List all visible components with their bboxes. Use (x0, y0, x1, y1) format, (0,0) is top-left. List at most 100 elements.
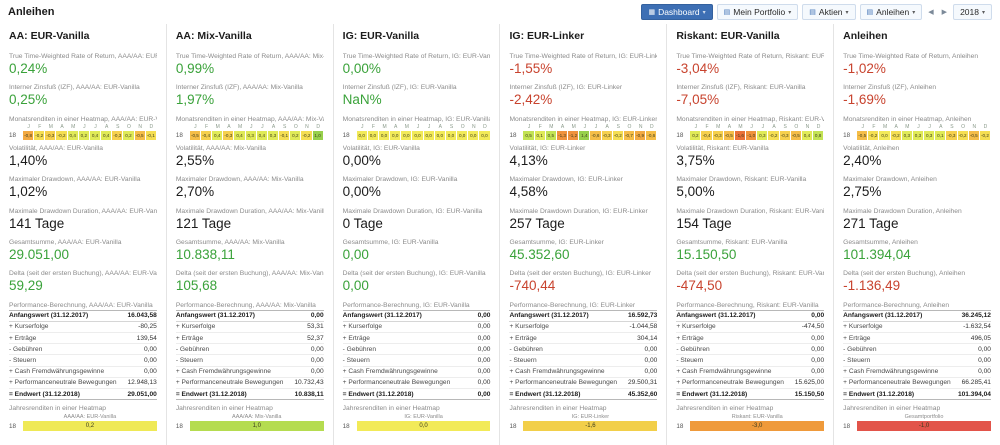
monthly-return-cell: -0,4 (701, 130, 713, 140)
monthly-return-cell: 0,0 (423, 130, 435, 140)
portfolio-column: AA: EUR-Vanilla True Time-Weighted Rate … (0, 24, 167, 445)
perf-table-row: - Gebühren 0,00 (509, 343, 658, 356)
perf-row-value: 0,00 (125, 366, 157, 378)
month-header: O (794, 123, 799, 130)
month-header: F (538, 123, 542, 130)
perf-row-label: + Cash Fremdwährungsgewinne (843, 366, 957, 378)
annual-heatmap-row: 18 0,0 (342, 421, 491, 432)
monthly-return-cell: 0,3 (912, 130, 925, 140)
max-drawdown-value: 0,00% (342, 184, 381, 200)
perf-row-label: = Endwert (31.12.2018) (843, 387, 957, 401)
volatility-label: Volatilität, Riskant: EUR-Vanilla (676, 144, 769, 152)
annual-series-name: AAA/AA: EUR-Vanilla (63, 414, 117, 421)
dashboard-button[interactable]: ▦ Dashboard ▾ (641, 4, 713, 20)
perf-row-label: + Performanceneutrale Bewegungen (843, 377, 957, 389)
month-header: J (928, 123, 931, 130)
aktien-menu[interactable]: ▤ Aktien ▾ (802, 4, 856, 20)
monthly-return-cell: 0,0 (457, 130, 469, 140)
month-header: A (894, 123, 898, 130)
annual-heatmap: AAA/AA: Mix-Vanilla 18 1,0 (175, 413, 324, 432)
month-header: F (872, 123, 876, 130)
heatmap-cells: -0,5 -0,4 0,4 -0,3 0,4 0,3 0,4 0,3 -0,1 0,2 -0,2 1,… (189, 130, 324, 140)
month-header: A (271, 123, 276, 130)
max-drawdown-label: Maximaler Drawdown, Anleihen (843, 176, 937, 184)
month-header: O (127, 123, 131, 130)
max-drawdown-value: 2,75% (843, 184, 882, 200)
column-title: IG: EUR-Linker (509, 30, 585, 42)
anleihen-icon: ▤ (866, 8, 874, 16)
dashboard-icon: ▦ (648, 8, 656, 16)
toolbar: ▦ Dashboard ▾ ▤ Mein Portfolio ▾ ▤ Aktie… (641, 4, 992, 20)
monthly-return-cell: -0,1 (279, 130, 291, 140)
perf-table-row: - Gebühren 0,00 (676, 343, 825, 356)
volatility-value: 2,40% (843, 152, 882, 168)
month-header: O (627, 123, 632, 130)
month-header: M (382, 123, 387, 130)
anleihen-menu[interactable]: ▤ Anleihen ▾ (859, 4, 923, 20)
perf-row-value: 0,00 (956, 354, 991, 367)
monthly-return-cell: -0,5 (134, 130, 146, 140)
max-drawdown-value: 5,00% (676, 184, 715, 200)
perf-row-value: -1.044,58 (625, 321, 658, 334)
perf-row-label: + Erträge (342, 332, 475, 345)
drawdown-duration-label: Maximale Drawdown Duration, AAA/AA: Mix-… (175, 207, 324, 215)
perf-row-label: + Kurserfolge (676, 321, 793, 334)
annual-return-cell: 0,0 (356, 421, 491, 432)
heatmap-year-label: 18 (9, 131, 17, 139)
month-header: D (149, 123, 154, 130)
month-header: M (237, 123, 243, 130)
volatility-label: Volatilität, IG: EUR-Vanilla (342, 144, 420, 152)
annual-heatmap-label: Jahresrenditen in einer Heatmap (676, 405, 774, 413)
perf-row-label: - Gebühren (175, 343, 292, 356)
ttwror-value: 0,99% (175, 61, 215, 76)
column-title: IG: EUR-Vanilla (342, 30, 420, 42)
monthly-return-cell: -0,1 (145, 130, 157, 140)
month-header: J (694, 123, 698, 130)
perf-row-value: 29.051,00 (125, 387, 157, 401)
perf-row-label: Anfangswert (31.12.2017) (843, 309, 957, 322)
month-header: O (961, 123, 966, 130)
izf-value: 1,97% (175, 92, 215, 108)
monthly-return-cell: -0,3 (712, 130, 724, 140)
month-header: M (404, 123, 409, 130)
next-year-button[interactable]: ▶ (941, 9, 948, 16)
annual-heatmap-label: Jahresrenditen in einer Heatmap (175, 405, 273, 413)
mein-portfolio-menu[interactable]: ▤ Mein Portfolio ▾ (716, 4, 799, 20)
annual-series-name: IG: EUR-Vanilla (404, 414, 443, 421)
month-header: A (60, 123, 64, 130)
drawdown-duration-value: 271 Tage (843, 215, 899, 231)
mein-portfolio-label: Mein Portfolio (733, 7, 786, 17)
perf-table-row: = Endwert (31.12.2018) 15.150,50 (676, 387, 825, 401)
perf-table-row: + Erträge 0,00 (342, 332, 491, 345)
month-header: N (138, 123, 142, 130)
monthly-return-cell: -0,6 (590, 130, 602, 140)
monthly-return-cell: -0,5 (189, 130, 201, 140)
perf-row-value: 53,31 (291, 321, 324, 334)
perf-table-row: - Gebühren 0,00 (175, 343, 324, 356)
perf-row-value: 0,00 (474, 377, 491, 389)
column-title: AA: EUR-Vanilla (9, 30, 90, 42)
annual-year-label: 18 (342, 422, 350, 430)
annual-year-label: 18 (175, 422, 183, 430)
perf-table-row: + Cash Fremdwährungsgewinne 0,00 (509, 366, 658, 378)
year-select[interactable]: 2018 ▾ (953, 4, 992, 20)
annual-heatmap-label: Jahresrenditen in einer Heatmap (509, 405, 607, 413)
perf-row-value: 0,00 (792, 354, 825, 367)
perf-row-label: + Kurserfolge (342, 321, 475, 334)
performance-calc-label: Performance-Berechnung, Riskant: EUR-Van… (676, 301, 819, 309)
heatmap-row: 18 -0,8 -0,2 -0,3 -0,2 0,4 0,2 0,4 0,4 -0,3 0,2 -0… (9, 130, 157, 140)
month-header: M (549, 123, 554, 130)
perf-row-value: 0,00 (474, 321, 491, 334)
monthly-return-cell: 0,4 (801, 130, 814, 140)
prev-year-button[interactable]: ◀ (928, 9, 934, 16)
month-header: S (116, 123, 120, 130)
month-header: M (48, 123, 53, 130)
monthly-return-cell: -0,2 (868, 130, 880, 140)
izf-value: -1,69% (843, 92, 886, 108)
perf-row-value: 10.838,11 (291, 387, 324, 401)
perf-table-row: + Cash Fremdwährungsgewinne 0,00 (9, 366, 157, 378)
monthly-return-cell: 0,0 (412, 130, 424, 140)
